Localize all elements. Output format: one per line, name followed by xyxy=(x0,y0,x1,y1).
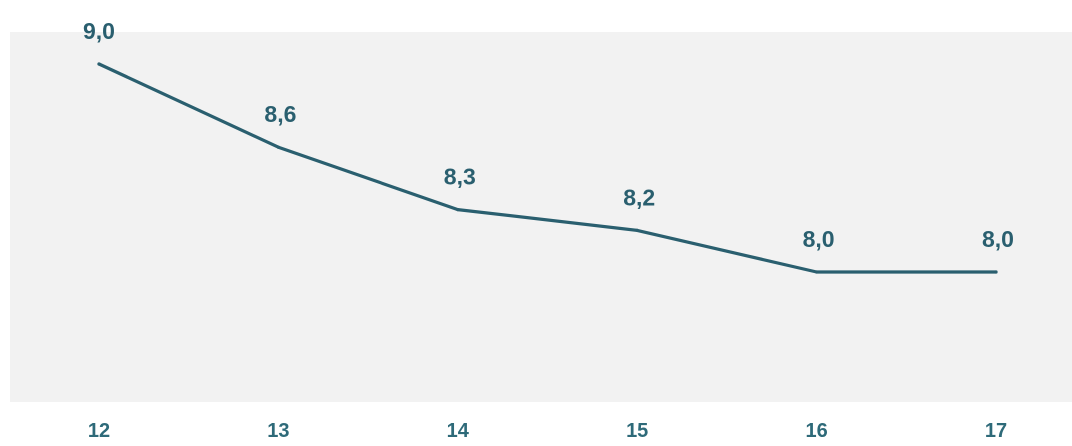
data-label-14: 8,3 xyxy=(444,164,476,190)
data-label-17: 8,0 xyxy=(982,226,1014,252)
data-point-16 xyxy=(815,270,819,274)
x-tick-label-16: 16 xyxy=(805,420,827,442)
data-point-15 xyxy=(635,228,639,232)
series-group xyxy=(97,62,998,274)
x-tick-label-15: 15 xyxy=(626,420,648,442)
data-label-16: 8,0 xyxy=(803,226,835,252)
x-tick-label-17: 17 xyxy=(985,420,1007,442)
data-label-12: 9,0 xyxy=(83,18,115,44)
series-line xyxy=(97,62,998,274)
data-point-17 xyxy=(994,270,998,274)
x-tick-label-12: 12 xyxy=(88,420,110,442)
x-tick-label-14: 14 xyxy=(447,420,470,442)
data-point-14 xyxy=(456,208,460,212)
data-point-12 xyxy=(97,62,101,66)
x-tick-label-13: 13 xyxy=(267,420,289,442)
data-point-13 xyxy=(276,145,280,149)
x-axis-tick-labels: 12 13 14 15 16 17 xyxy=(88,420,1007,442)
data-labels: 9,0 8,6 8,3 8,2 8,0 8,0 xyxy=(83,18,1014,252)
data-label-15: 8,2 xyxy=(623,184,655,210)
plot-area xyxy=(10,32,1072,402)
data-label-13: 8,6 xyxy=(264,101,296,127)
